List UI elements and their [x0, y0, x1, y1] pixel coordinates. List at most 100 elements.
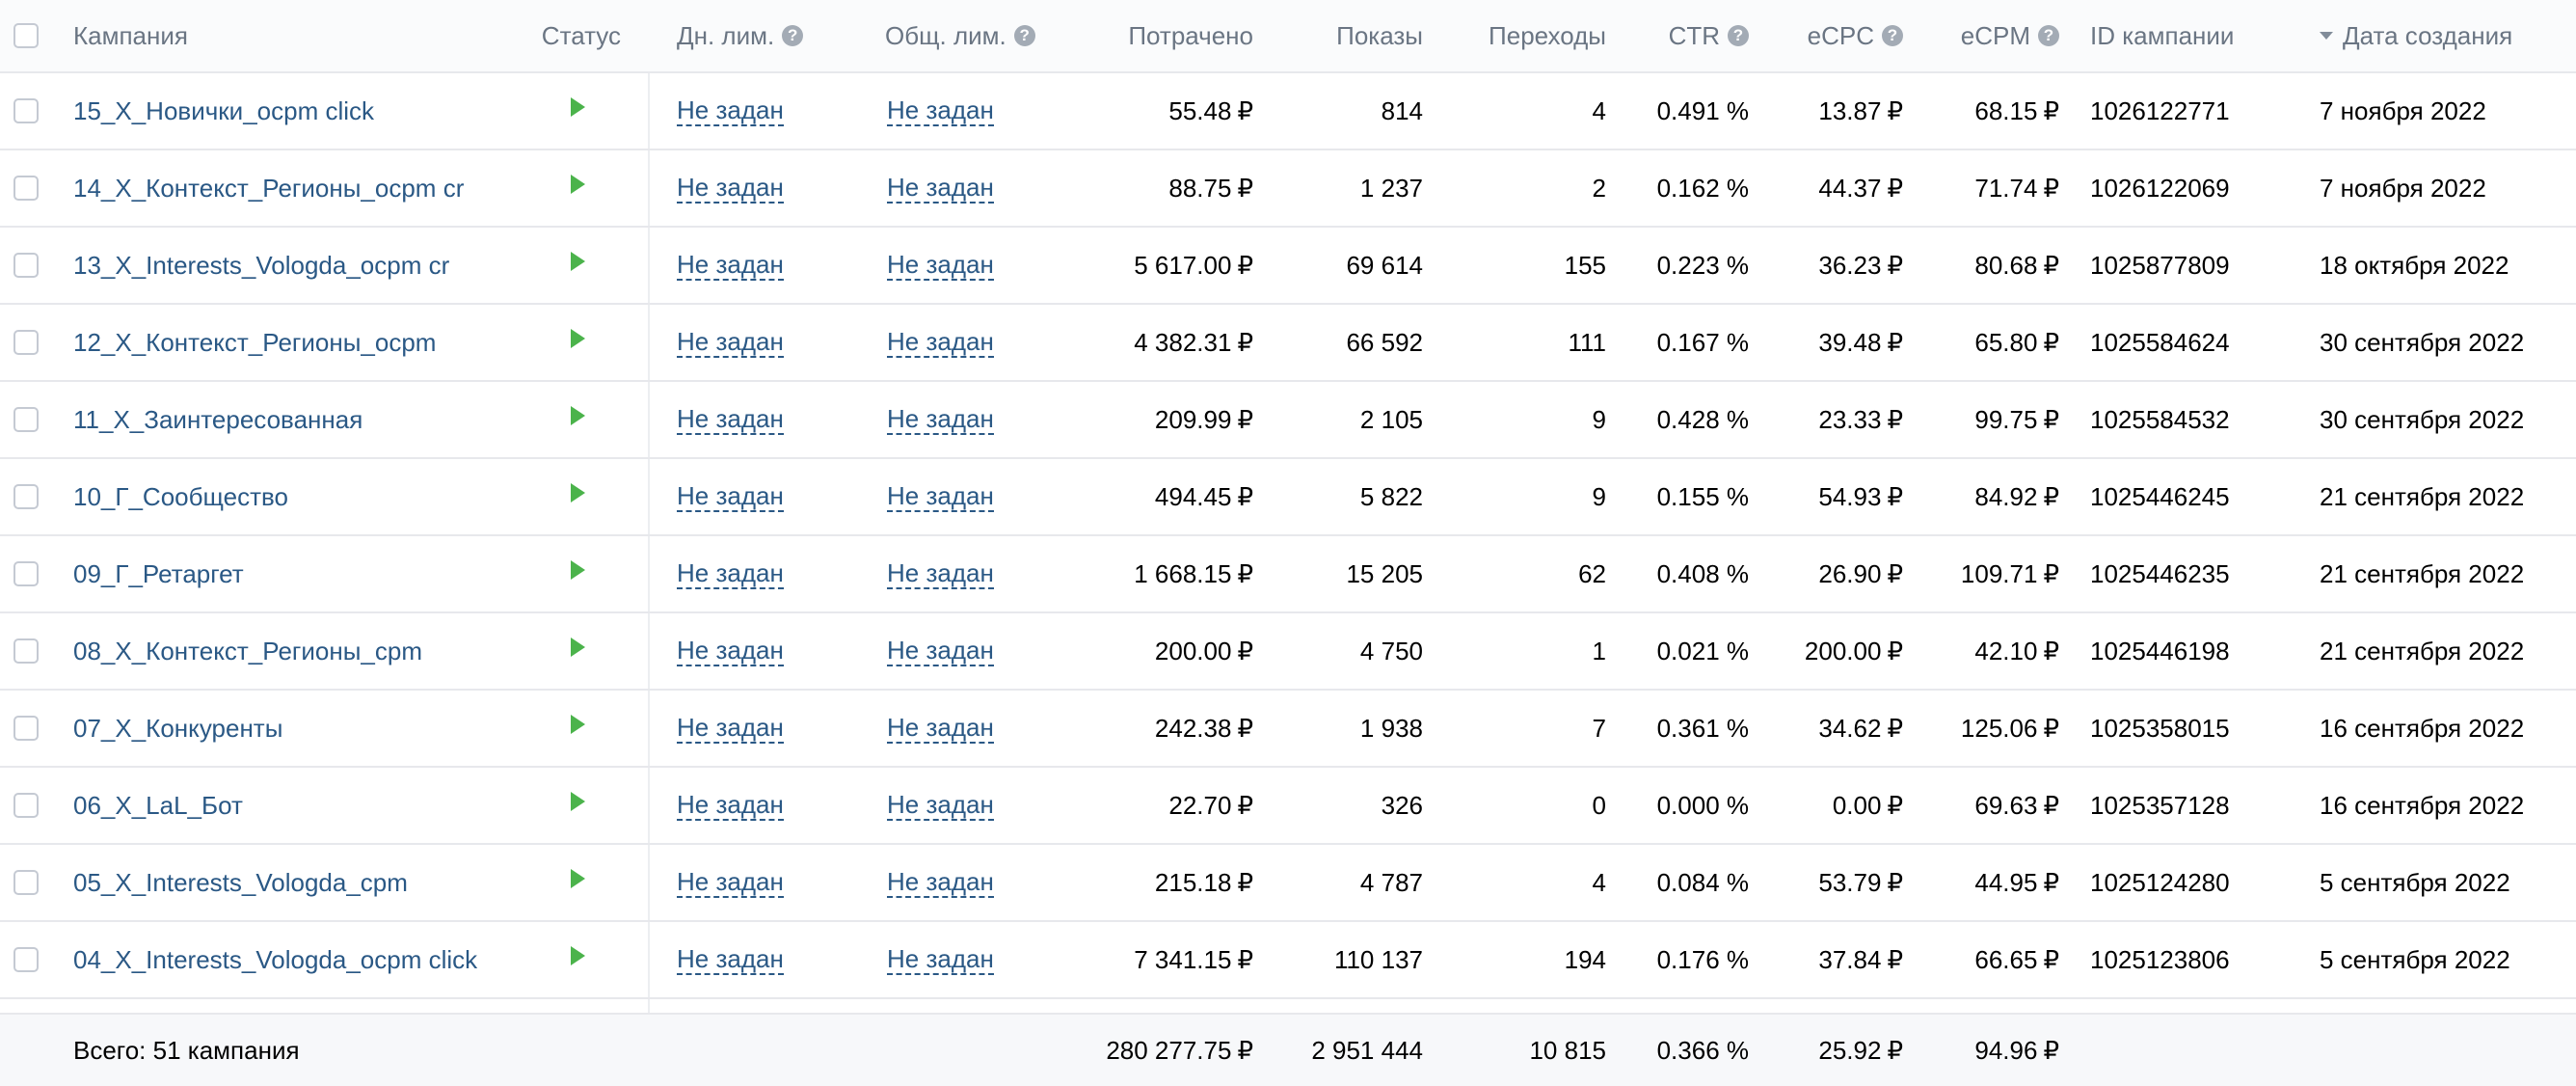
- spent-cell: 209.99 ₽: [1154, 404, 1253, 434]
- play-icon[interactable]: [571, 560, 585, 580]
- header-ctr[interactable]: CTR ?: [1629, 0, 1749, 71]
- campaign-link[interactable]: 08_X_Контекст_Регионы_cpm: [73, 636, 423, 665]
- daily-limit-link[interactable]: Не задан: [677, 173, 784, 204]
- header-ecpc[interactable]: eCPC ?: [1774, 0, 1903, 71]
- row-checkbox[interactable]: [13, 793, 39, 818]
- spent-cell: 200.00 ₽: [1154, 636, 1253, 665]
- row-checkbox[interactable]: [13, 407, 39, 432]
- campaign-link[interactable]: 07_X_Конкуренты: [73, 713, 283, 743]
- row-checkbox[interactable]: [13, 561, 39, 586]
- ecpm-cell: 44.95 ₽: [1974, 867, 2059, 897]
- table-row[interactable]: 11_X_Заинтересованная Не задан Не задан …: [0, 382, 2576, 459]
- header-impressions[interactable]: Показы: [1336, 20, 1423, 50]
- daily-limit-link[interactable]: Не задан: [677, 636, 784, 666]
- row-checkbox[interactable]: [13, 98, 39, 123]
- row-checkbox[interactable]: [13, 638, 39, 664]
- daily-limit-link[interactable]: Не задан: [677, 250, 784, 281]
- total-limit-link[interactable]: Не задан: [887, 558, 994, 589]
- row-checkbox[interactable]: [13, 330, 39, 355]
- play-icon[interactable]: [571, 869, 585, 888]
- table-row[interactable]: 08_X_Контекст_Регионы_cpm Не задан Не за…: [0, 613, 2576, 691]
- totals-ctr: 0.366 %: [1656, 1035, 1749, 1065]
- row-checkbox[interactable]: [13, 870, 39, 895]
- table-row[interactable]: 04_X_Interests_Vologda_ocpm click Не зад…: [0, 922, 2576, 999]
- ecpc-cell: 13.87 ₽: [1818, 95, 1903, 125]
- play-icon[interactable]: [571, 175, 585, 194]
- table-row[interactable]: 12_X_Контекст_Регионы_ocpm Не задан Не з…: [0, 305, 2576, 382]
- daily-limit-link[interactable]: Не задан: [677, 790, 784, 821]
- header-clicks[interactable]: Переходы: [1489, 20, 1606, 50]
- row-select-cell: [13, 382, 42, 457]
- campaign-link[interactable]: 11_X_Заинтересованная: [73, 404, 363, 434]
- row-checkbox[interactable]: [13, 176, 39, 201]
- play-icon[interactable]: [571, 97, 585, 117]
- row-checkbox[interactable]: [13, 484, 39, 509]
- campaign-link[interactable]: 04_X_Interests_Vologda_ocpm click: [73, 944, 478, 974]
- help-icon[interactable]: ?: [2038, 25, 2059, 46]
- play-icon[interactable]: [571, 715, 585, 734]
- table-row[interactable]: 10_Г_Сообщество Не задан Не задан 494.45…: [0, 459, 2576, 536]
- daily-limit-link[interactable]: Не задан: [677, 713, 784, 744]
- play-icon[interactable]: [571, 406, 585, 425]
- header-campaign[interactable]: Кампания: [73, 20, 188, 50]
- play-icon[interactable]: [571, 252, 585, 271]
- total-limit-link[interactable]: Не задан: [887, 95, 994, 126]
- campaign-link[interactable]: 13_X_Interests_Vologda_ocpm cr: [73, 250, 450, 280]
- row-checkbox[interactable]: [13, 716, 39, 741]
- total-limit-link[interactable]: Не задан: [887, 944, 994, 975]
- total-limit-link[interactable]: Не задан: [887, 173, 994, 204]
- play-icon[interactable]: [571, 483, 585, 502]
- play-icon[interactable]: [571, 329, 585, 348]
- total-limit-link[interactable]: Не задан: [887, 404, 994, 435]
- header-total-limit[interactable]: Общ. лим. ?: [885, 0, 1097, 71]
- table-row[interactable]: 05_X_Interests_Vologda_cpm Не задан Не з…: [0, 845, 2576, 922]
- campaign-link[interactable]: 15_X_Новички_ocpm click: [73, 95, 375, 125]
- total-limit-cell: Не задан: [887, 150, 1099, 226]
- daily-limit-link[interactable]: Не задан: [677, 95, 784, 126]
- daily-limit-link[interactable]: Не задан: [677, 867, 784, 898]
- total-limit-link[interactable]: Не задан: [887, 713, 994, 744]
- campaign-link[interactable]: 05_X_Interests_Vologda_cpm: [73, 867, 408, 897]
- total-limit-link[interactable]: Не задан: [887, 481, 994, 512]
- daily-limit-link[interactable]: Не задан: [677, 558, 784, 589]
- help-icon[interactable]: ?: [1728, 25, 1749, 46]
- header-created[interactable]: Дата создания: [2320, 0, 2570, 71]
- play-icon[interactable]: [571, 638, 585, 657]
- campaign-link[interactable]: 06_X_LaL_Бот: [73, 790, 243, 820]
- header-spent[interactable]: Потрачено: [1128, 20, 1253, 50]
- table-row[interactable]: 06_X_LaL_Бот Не задан Не задан 22.70 ₽ 32…: [0, 768, 2576, 845]
- row-select-cell: [13, 150, 42, 226]
- campaign-link[interactable]: 12_X_Контекст_Регионы_ocpm: [73, 327, 437, 357]
- daily-limit-link[interactable]: Не задан: [677, 944, 784, 975]
- select-all-checkbox[interactable]: [13, 23, 39, 48]
- daily-limit-link[interactable]: Не задан: [677, 404, 784, 435]
- help-icon[interactable]: ?: [1882, 25, 1903, 46]
- campaign-link[interactable]: 10_Г_Сообщество: [73, 481, 288, 511]
- campaign-link[interactable]: 14_X_Контекст_Регионы_ocpm cr: [73, 173, 465, 203]
- row-checkbox[interactable]: [13, 253, 39, 278]
- header-campaign-id[interactable]: ID кампании: [2090, 20, 2235, 50]
- table-row[interactable]: 14_X_Контекст_Регионы_ocpm cr Не задан Н…: [0, 150, 2576, 228]
- total-limit-link[interactable]: Не задан: [887, 636, 994, 666]
- help-icon[interactable]: ?: [782, 25, 804, 46]
- daily-limit-link[interactable]: Не задан: [677, 481, 784, 512]
- table-row[interactable]: 07_X_Конкуренты Не задан Не задан 242.38…: [0, 691, 2576, 768]
- total-limit-link[interactable]: Не задан: [887, 250, 994, 281]
- total-limit-link[interactable]: Не задан: [887, 790, 994, 821]
- play-icon[interactable]: [571, 792, 585, 811]
- table-row[interactable]: 09_Г_Ретаргет Не задан Не задан 1 668.15…: [0, 536, 2576, 613]
- total-limit-link[interactable]: Не задан: [887, 327, 994, 358]
- header-status[interactable]: Статус: [541, 20, 621, 50]
- header-ecpm[interactable]: eCPM ?: [1928, 0, 2059, 71]
- row-checkbox[interactable]: [13, 947, 39, 972]
- table-row[interactable]: 15_X_Новички_ocpm click Не задан Не зада…: [0, 73, 2576, 150]
- daily-limit-link[interactable]: Не задан: [677, 327, 784, 358]
- play-icon[interactable]: [571, 946, 585, 965]
- campaign-name-cell: 04_X_Interests_Vologda_ocpm click: [73, 922, 526, 997]
- total-limit-link[interactable]: Не задан: [887, 867, 994, 898]
- campaign-link[interactable]: 09_Г_Ретаргет: [73, 558, 244, 588]
- header-daily-limit[interactable]: Дн. лим. ?: [677, 0, 870, 71]
- status-cell: [521, 305, 636, 380]
- help-icon[interactable]: ?: [1013, 25, 1035, 46]
- table-row[interactable]: 13_X_Interests_Vologda_ocpm cr Не задан …: [0, 228, 2576, 305]
